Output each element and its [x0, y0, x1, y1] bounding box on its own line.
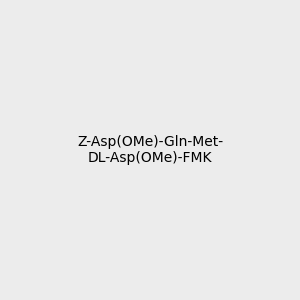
Text: Z-Asp(OMe)-Gln-Met-
DL-Asp(OMe)-FMK: Z-Asp(OMe)-Gln-Met- DL-Asp(OMe)-FMK	[77, 135, 223, 165]
